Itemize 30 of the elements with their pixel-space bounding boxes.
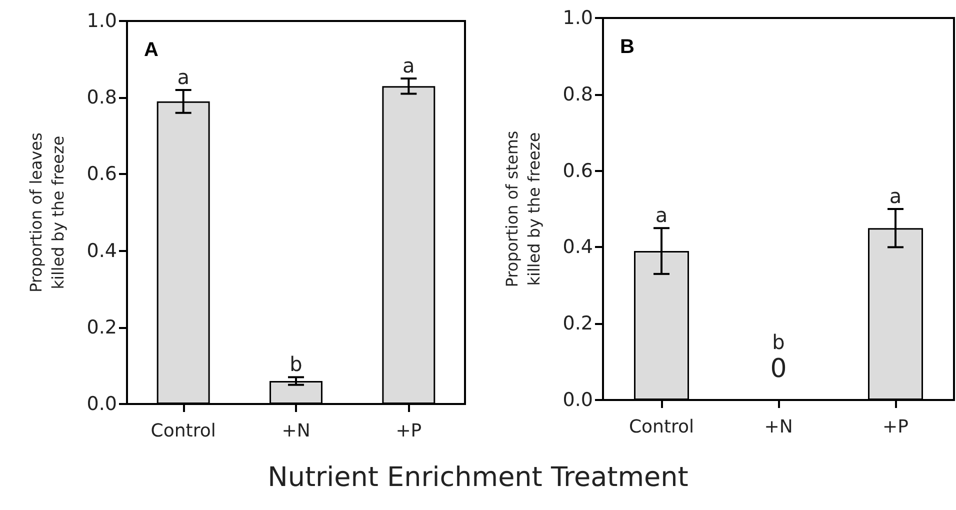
data-label: 0 [770,354,787,384]
x-tick-label: Control [628,416,694,438]
text: A [144,39,158,61]
x-tick-label: +N [764,416,793,438]
annotation: b [290,352,302,376]
y-axis-title: Proportion of leaves killed by the freeze [26,132,68,292]
y-tick-label: 1.0 [562,7,593,29]
annotation: a [655,203,668,228]
y-axis-title: Proportion of stems killed by the freeze [502,130,544,288]
y-tick-label: 0.6 [562,160,593,182]
y-tick-label: 0.0 [562,389,593,411]
x-tick-label: +N [282,420,310,442]
y-tick-label: 0.4 [562,236,593,258]
y-tick-label: 0.8 [86,86,117,109]
y-tick-label: 1.0 [86,10,117,32]
y-tick-label: 0.2 [562,312,593,335]
annotation: a [402,53,415,78]
y-tick-label: 0.0 [86,393,117,415]
y-tick-label: 0.8 [562,83,593,106]
annotation: b [772,330,785,354]
x-tick-label: +P [396,420,422,442]
y-tick-label: 0.2 [86,316,117,338]
y-tick-label: 0.4 [86,240,117,262]
annotation: a [889,184,902,208]
x-tick-label: +P [882,416,909,438]
x-tick-label: Control [150,420,216,442]
text: B [620,36,634,58]
x-axis-title: Nutrient Enrichment Treatment [266,462,690,493]
annotation: a [177,64,190,89]
y-tick-label: 0.6 [86,163,117,186]
